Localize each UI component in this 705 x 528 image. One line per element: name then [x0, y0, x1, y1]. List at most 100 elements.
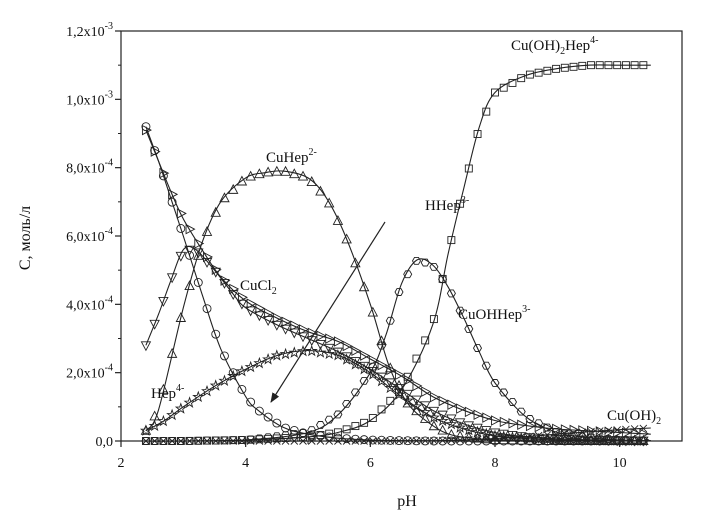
data-point: [246, 397, 256, 407]
data-point: [367, 366, 379, 377]
data-point: [358, 361, 370, 372]
data-point: [323, 197, 335, 208]
data-point: [377, 435, 387, 445]
data-point: [235, 364, 249, 377]
data-point: [577, 435, 588, 446]
data-point: [525, 420, 536, 432]
data-point: [473, 130, 482, 138]
data-point: [288, 346, 301, 358]
label-cu_oh2_hep: Cu(OH)2Hep4-: [511, 35, 599, 57]
data-point: [272, 432, 282, 441]
data-point: [168, 189, 179, 200]
data-point: [630, 428, 641, 439]
data-point: [333, 336, 344, 347]
data-point: [264, 307, 275, 319]
data-point: [569, 429, 578, 437]
data-point: [542, 423, 552, 432]
data-point: [481, 426, 492, 437]
data-point: [350, 434, 360, 444]
data-point: [307, 426, 317, 435]
data-point: [429, 391, 440, 403]
data-point: [368, 355, 379, 366]
data-point: [297, 170, 309, 181]
plot-frame: [120, 30, 683, 442]
y-tick-label: 8,0x10-4: [66, 158, 113, 177]
data-point: [386, 364, 397, 376]
data-point: [279, 347, 292, 360]
data-point: [342, 434, 352, 444]
label-cu_hep: CuHep2-: [266, 147, 317, 166]
data-point: [482, 107, 491, 116]
data-point: [166, 273, 178, 284]
data-point: [403, 374, 414, 386]
data-point: [410, 399, 423, 412]
data-point: [613, 426, 621, 434]
data-point: [227, 183, 239, 194]
data-point: [456, 403, 467, 414]
y-tick-label: 1,0x10-3: [66, 89, 113, 108]
data-point: [462, 423, 475, 436]
data-point: [141, 124, 152, 136]
data-point: [587, 425, 597, 437]
data-point: [622, 425, 630, 434]
data-point: [307, 430, 317, 440]
data-point: [550, 434, 562, 445]
data-point: [429, 262, 439, 271]
label-cu_oh2: Cu(OH)2: [607, 408, 661, 427]
data-point: [314, 346, 327, 358]
data-point: [411, 256, 422, 265]
data-point: [236, 299, 248, 310]
data-point: [316, 431, 325, 441]
data-point: [245, 170, 256, 181]
data-point: [421, 336, 430, 345]
data-point: [350, 388, 360, 397]
data-point: [368, 435, 378, 445]
curve-labels: Cu(OH)2Hep4- CuHep2- HHep3- CuCl2 CuOHHep3- H…: [151, 35, 661, 427]
data-point: [621, 61, 630, 70]
data-point: [368, 362, 378, 371]
data-point: [428, 420, 440, 431]
data-point: [220, 351, 229, 361]
data-point: [246, 298, 257, 309]
x-axis-title: pH: [397, 493, 417, 510]
data-point: [507, 398, 518, 406]
data-point: [167, 197, 177, 207]
data-point: [290, 320, 301, 331]
data-point: [350, 357, 361, 368]
data-point: [141, 122, 151, 132]
data-point: [255, 303, 266, 314]
data-point: [447, 436, 456, 445]
data-point: [464, 164, 473, 173]
data-point: [499, 434, 508, 442]
data-point: [517, 419, 528, 431]
data-point: [587, 427, 595, 436]
data-point: [639, 428, 650, 440]
data-point: [419, 405, 432, 418]
data-point: [289, 430, 299, 439]
data-point: [499, 83, 508, 92]
data-point: [480, 427, 493, 440]
data-point: [560, 424, 571, 435]
data-point: [568, 435, 579, 446]
data-point: [412, 354, 421, 363]
x-tick-label: 10: [613, 456, 627, 471]
data-point: [525, 415, 535, 423]
data-point: [472, 423, 483, 434]
data-point: [525, 70, 534, 79]
data-point: [499, 416, 510, 428]
data-point: [280, 324, 291, 335]
data-point: [508, 418, 519, 429]
data-point: [307, 327, 318, 339]
data-point: [569, 62, 578, 71]
data-point: [438, 275, 448, 284]
data-point: [517, 74, 526, 83]
data-point: [176, 208, 187, 219]
data-point: [498, 429, 509, 440]
data-point: [639, 61, 648, 70]
data-point: [316, 330, 327, 342]
data-point: [419, 401, 431, 412]
data-point: [499, 388, 509, 397]
data-point: [193, 248, 204, 259]
data-point: [360, 350, 371, 361]
label-cucl2: CuCl2: [240, 278, 277, 297]
